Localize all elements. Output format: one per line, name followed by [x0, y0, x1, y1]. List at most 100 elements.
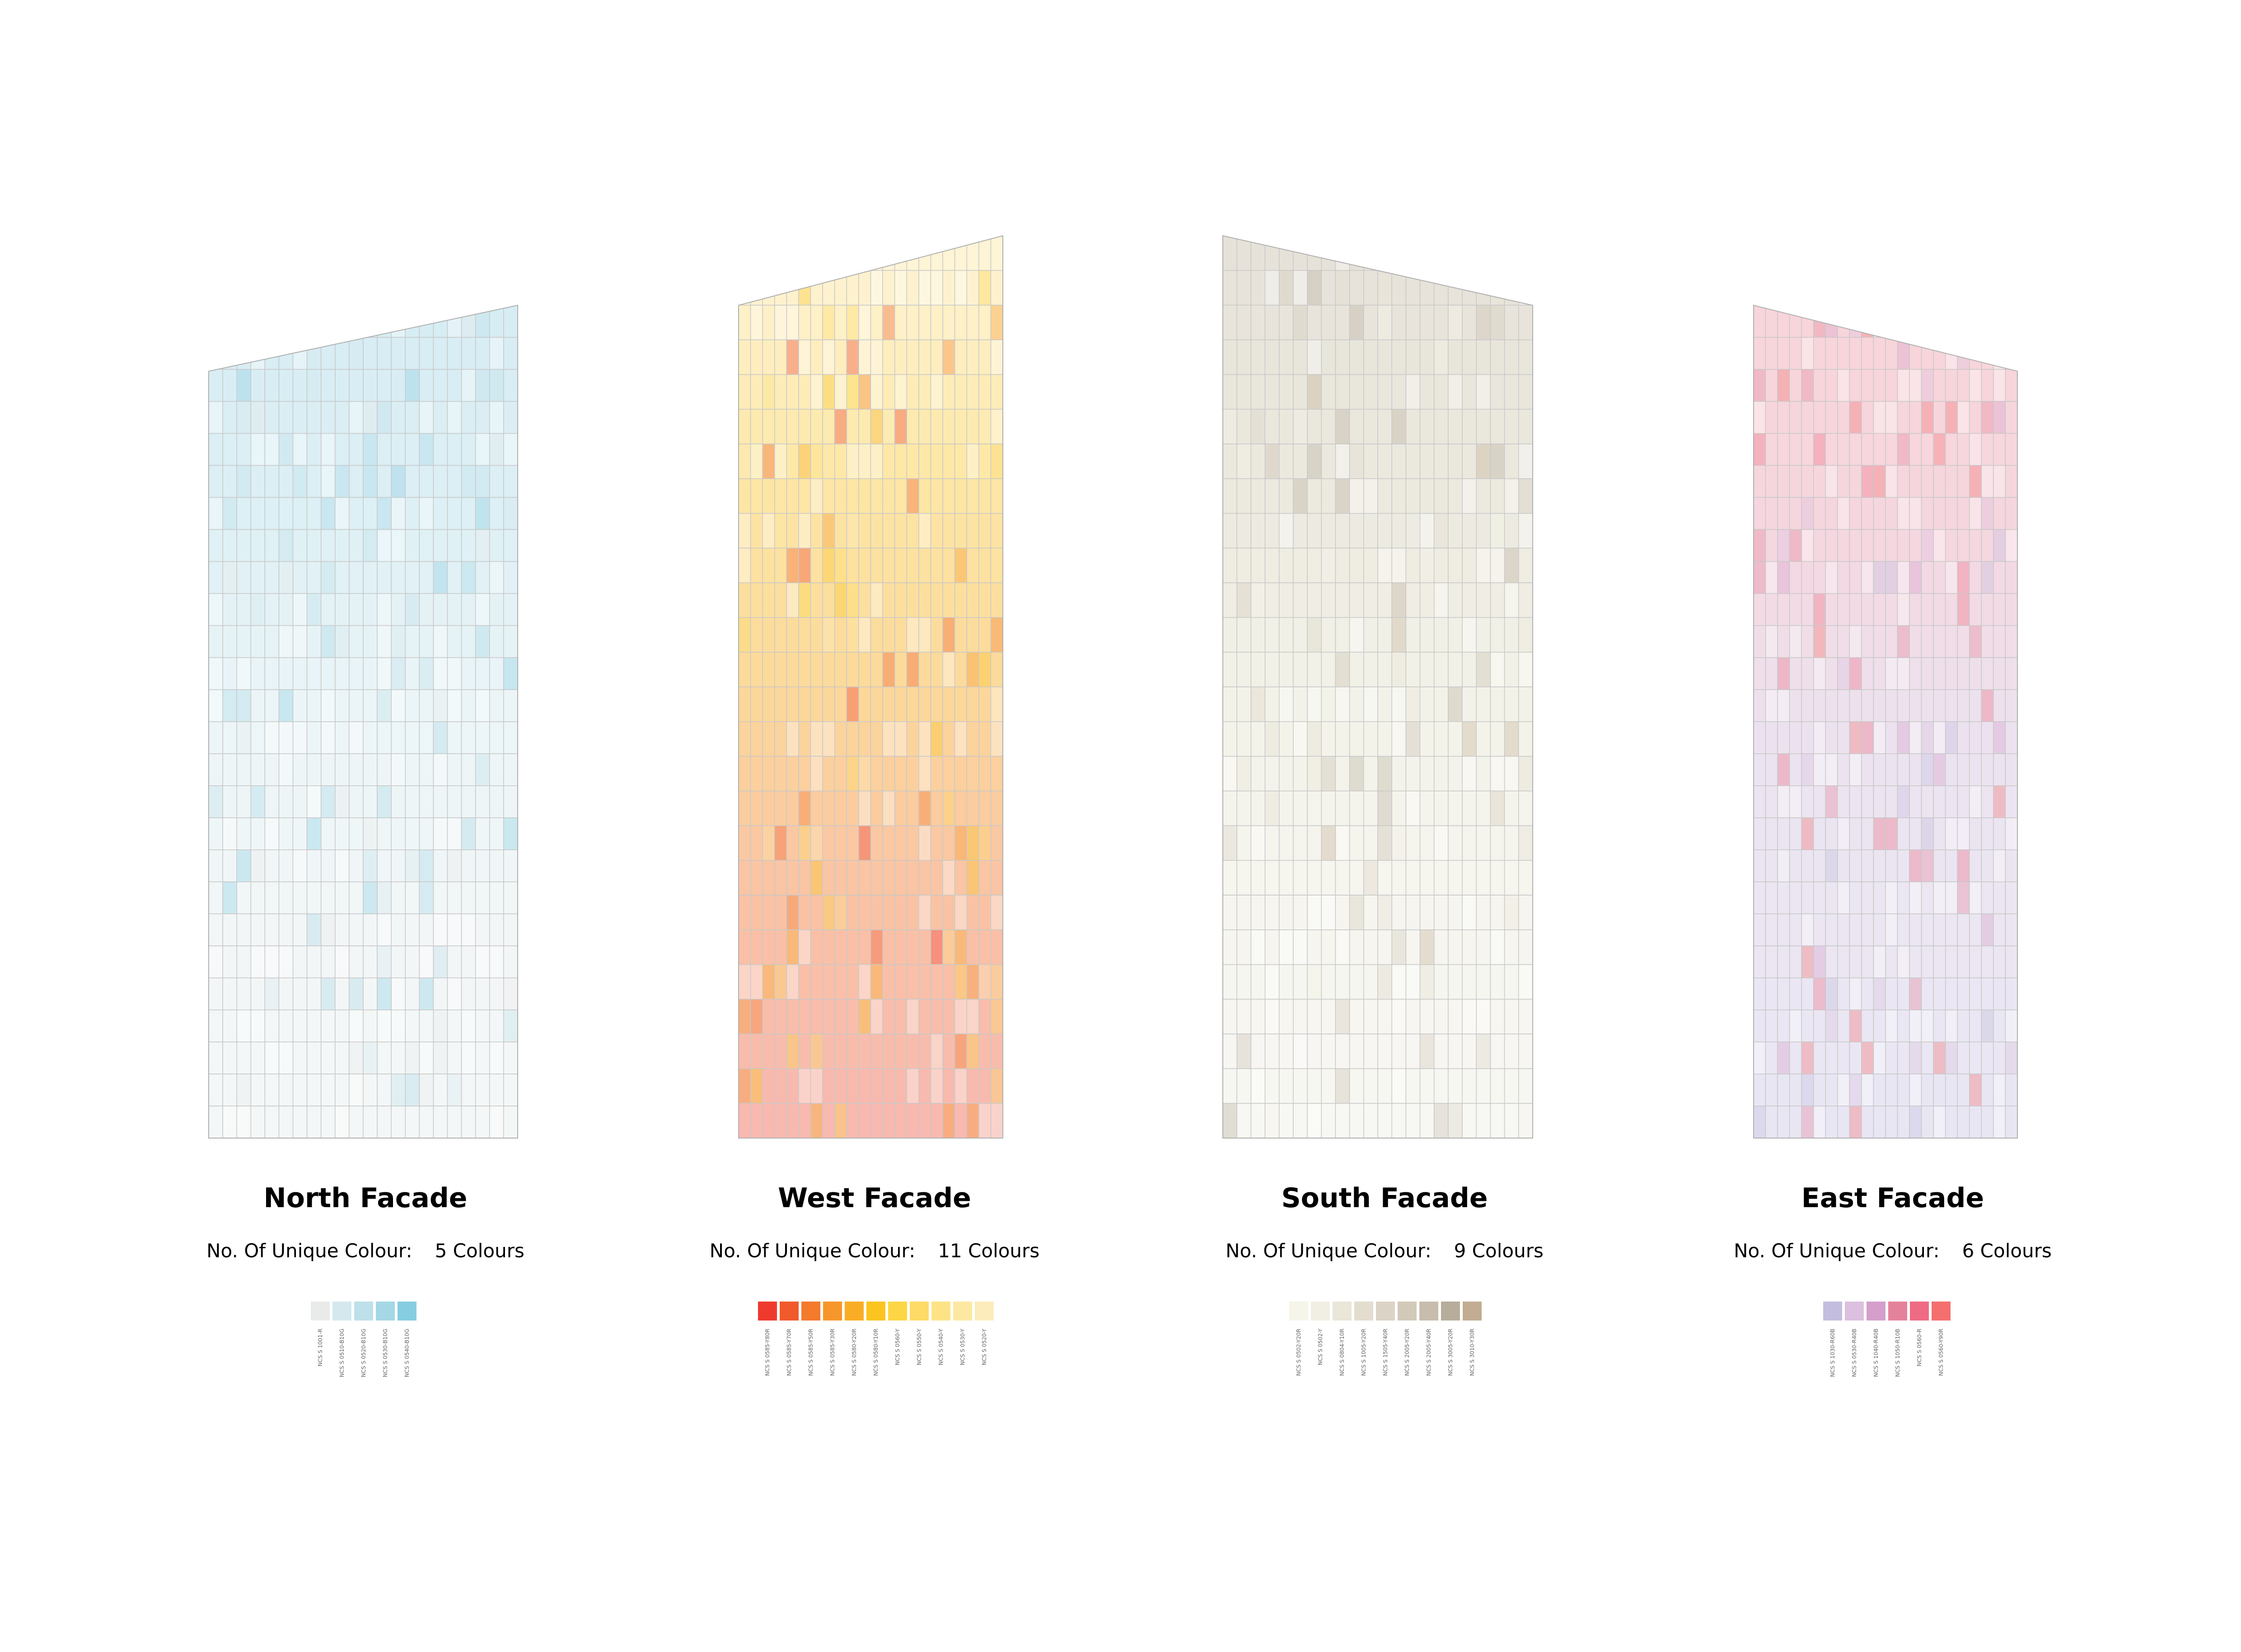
palette-entry: NCS S 0502-Y20R [1289, 1302, 1308, 1376]
colour-code-label: NCS S 0560-R [1916, 1329, 1923, 1367]
colour-swatch [376, 1302, 395, 1321]
colour-swatch [398, 1302, 416, 1321]
colour-swatch [801, 1302, 820, 1321]
palette-entry: NCS S 0520-Y [975, 1302, 994, 1376]
east-palette: NCS S 1030-R60B NCS S 0530-R40B NCS S 1040… [1823, 1302, 1951, 1377]
south-palette: NCS S 0502-Y20R NCS S 0502-Y NCS S 0804-Y1… [1289, 1302, 1482, 1376]
west-count-label: No. Of Unique Colour: [709, 1240, 916, 1262]
colour-code-label: NCS S 0540-Y [938, 1329, 944, 1365]
palette-entry: NCS S 0560-Y90R [1932, 1302, 1951, 1377]
colour-code-label: NCS S 1001-R [317, 1329, 323, 1367]
colour-code-label: NCS S 0530-B10G [382, 1329, 388, 1377]
palette-entry: NCS S 1050-R10B [1888, 1302, 1907, 1377]
west-facade-colour-count: No. Of Unique Colour: 11 Colours [649, 1240, 1100, 1262]
colour-swatch [780, 1302, 799, 1321]
south-facade-title: South Facade [1281, 1182, 1488, 1214]
palette-entry: NCS S 0510-B10G [332, 1302, 351, 1377]
colour-code-label: NCS S 0540-B10G [404, 1329, 410, 1377]
colour-code-label: NCS S 0520-B10G [360, 1329, 367, 1377]
palette-entry: NCS S 0530-Y [953, 1302, 972, 1376]
palette-entry: NCS S 0540-Y [931, 1302, 950, 1376]
colour-code-label: NCS S 3010-Y30R [1469, 1329, 1475, 1376]
colour-swatch [311, 1302, 330, 1321]
colour-code-label: NCS S 0502-Y [1317, 1329, 1324, 1365]
colour-swatch [1888, 1302, 1907, 1321]
north-facade-elevation [208, 304, 518, 1139]
palette-entry: NCS S 0580-Y10R [866, 1302, 885, 1376]
west-palette: NCS S 0585-Y80R NCS S 0585-Y70R NCS S 0585… [758, 1302, 994, 1376]
palette-entry: NCS S 0560-Y [888, 1302, 907, 1376]
south-count-value: 9 Colours [1454, 1240, 1544, 1262]
colour-swatch [866, 1302, 885, 1321]
east-count-value: 6 Colours [1962, 1240, 2052, 1262]
colour-code-label: NCS S 0530-Y [959, 1329, 966, 1365]
colour-swatch [823, 1302, 842, 1321]
colour-code-label: NCS S 0585-Y50R [808, 1329, 814, 1376]
south-facade-colour-count: No. Of Unique Colour: 9 Colours [1159, 1240, 1610, 1262]
colour-code-label: NCS S 0580-Y20R [851, 1329, 857, 1376]
colour-code-label: NCS S 0585-Y30R [829, 1329, 836, 1376]
colour-code-label: NCS S 2005-Y20R [1404, 1329, 1410, 1376]
colour-swatch [1354, 1302, 1373, 1321]
colour-code-label: NCS S 1050-R10B [1895, 1329, 1901, 1377]
colour-code-label: NCS S 0585-Y80R [764, 1329, 771, 1376]
colour-code-label: NCS S 1005-Y20R [1361, 1329, 1367, 1376]
colour-code-label: NCS S 3005-Y20R [1447, 1329, 1454, 1376]
palette-entry: NCS S 0560-R [1910, 1302, 1929, 1377]
palette-entry: NCS S 0580-Y20R [845, 1302, 864, 1376]
colour-swatch [1289, 1302, 1308, 1321]
colour-code-label: NCS S 0580-Y10R [873, 1329, 879, 1376]
north-palette: NCS S 1001-R NCS S 0510-B10G NCS S 0520-B1… [311, 1302, 416, 1377]
colour-code-label: NCS S 0560-Y90R [1938, 1329, 1944, 1376]
palette-entry: NCS S 3005-Y20R [1441, 1302, 1460, 1376]
north-facade-colour-count: No. Of Unique Colour: 5 Colours [140, 1240, 591, 1262]
colour-code-label: NCS S 0585-Y70R [786, 1329, 792, 1376]
west-facade-title: West Facade [778, 1182, 971, 1214]
colour-swatch [1910, 1302, 1929, 1321]
palette-entry: NCS S 0530-B10G [376, 1302, 395, 1377]
palette-entry: NCS S 0502-Y [1311, 1302, 1330, 1376]
colour-swatch [1845, 1302, 1864, 1321]
palette-entry: NCS S 0804-Y10R [1333, 1302, 1352, 1376]
colour-swatch [1398, 1302, 1417, 1321]
north-facade-title: North Facade [263, 1182, 468, 1214]
colour-swatch [1441, 1302, 1460, 1321]
colour-swatch [1463, 1302, 1482, 1321]
colour-code-label: NCS S 0804-Y10R [1339, 1329, 1345, 1376]
colour-swatch [910, 1302, 929, 1321]
north-count-label: No. Of Unique Colour: [206, 1240, 412, 1262]
west-facade-elevation [738, 235, 1003, 1139]
palette-entry: NCS S 2005-Y40R [1419, 1302, 1438, 1376]
palette-entry: NCS S 0585-Y70R [780, 1302, 799, 1376]
colour-swatch [931, 1302, 950, 1321]
colour-swatch [888, 1302, 907, 1321]
colour-code-label: NCS S 1505-Y40R [1382, 1329, 1389, 1376]
east-facade-title: East Facade [1801, 1182, 1984, 1214]
colour-code-label: NCS S 0530-R40B [1851, 1329, 1857, 1377]
colour-swatch [845, 1302, 864, 1321]
palette-entry: NCS S 2005-Y20R [1398, 1302, 1417, 1376]
colour-swatch [1823, 1302, 1842, 1321]
colour-swatch [975, 1302, 994, 1321]
colour-swatch [1867, 1302, 1885, 1321]
colour-swatch [354, 1302, 373, 1321]
colour-swatch [1333, 1302, 1352, 1321]
palette-entry: NCS S 1040-R40B [1867, 1302, 1885, 1377]
colour-code-label: NCS S 1040-R40B [1873, 1329, 1879, 1377]
colour-code-label: NCS S 0502-Y20R [1296, 1329, 1302, 1376]
south-facade-elevation [1222, 235, 1533, 1139]
palette-entry: NCS S 0585-Y30R [823, 1302, 842, 1376]
colour-swatch [1932, 1302, 1951, 1321]
palette-entry: NCS S 3010-Y30R [1463, 1302, 1482, 1376]
palette-entry: NCS S 1505-Y40R [1376, 1302, 1395, 1376]
colour-code-label: NCS S 0550-Y [916, 1329, 922, 1365]
colour-swatch [758, 1302, 777, 1321]
palette-entry: NCS S 0530-R40B [1845, 1302, 1864, 1377]
colour-code-label: NCS S 2005-Y40R [1426, 1329, 1432, 1376]
palette-entry: NCS S 0540-B10G [398, 1302, 416, 1377]
east-facade-colour-count: No. Of Unique Colour: 6 Colours [1667, 1240, 2119, 1262]
colour-swatch [1376, 1302, 1395, 1321]
colour-swatch [953, 1302, 972, 1321]
